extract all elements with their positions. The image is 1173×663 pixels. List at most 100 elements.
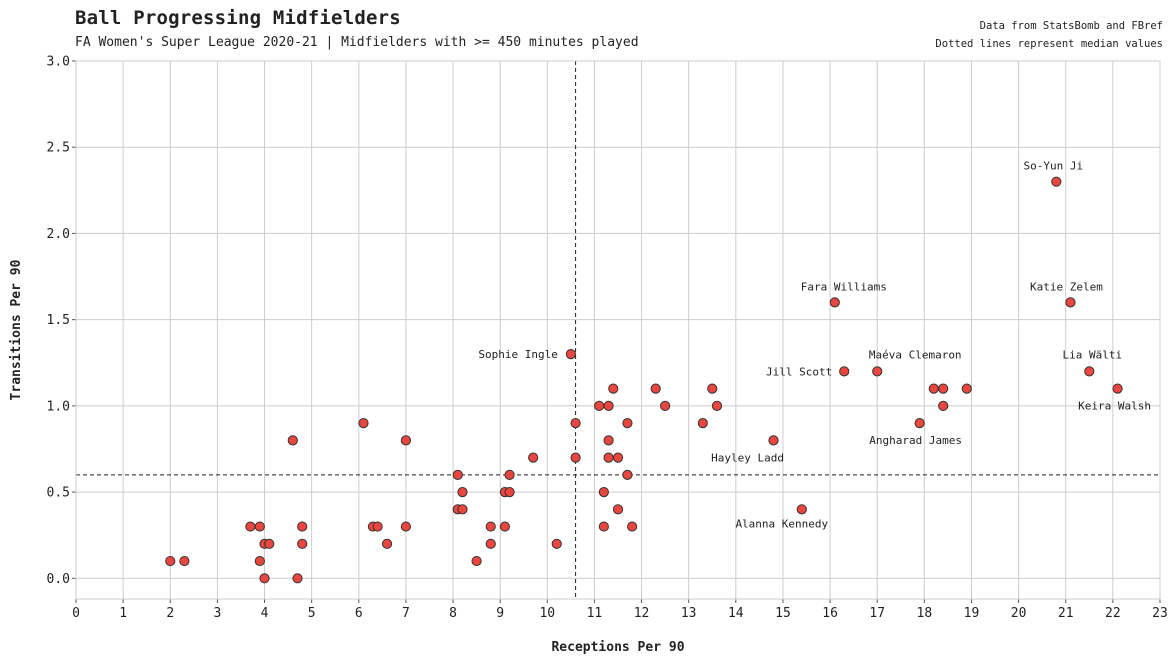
x-tick-label: 10 — [539, 606, 555, 621]
data-point — [697, 418, 708, 429]
x-tick-label: 2 — [166, 606, 174, 621]
data-point — [485, 521, 496, 532]
x-tick-label: 4 — [261, 606, 269, 621]
data-point — [485, 538, 496, 549]
data-point — [914, 418, 925, 429]
grid-lines — [75, 60, 1161, 599]
data-point — [400, 521, 412, 532]
point-label: Katie Zelem — [1030, 280, 1103, 293]
point-label: Alanna Kennedy — [735, 517, 828, 530]
y-tick-label: 3.0 — [47, 55, 70, 70]
x-tick-label: 6 — [355, 606, 363, 621]
point-label: Fara Williams — [801, 280, 887, 293]
data-point — [603, 452, 614, 463]
data-point — [551, 538, 562, 549]
data-point — [452, 469, 463, 480]
data-point — [650, 383, 661, 394]
data-point — [504, 486, 515, 498]
median-lines — [76, 61, 1160, 599]
x-tick-label: 22 — [1105, 606, 1121, 621]
point-label: Angharad James — [869, 434, 962, 447]
point-label: Sophie Ingle — [478, 348, 557, 361]
data-point — [622, 469, 633, 480]
source-note: Data from StatsBomb and FBref — [979, 20, 1163, 32]
x-tick-label: 13 — [681, 606, 697, 621]
x-tick-label: 20 — [1011, 606, 1027, 621]
data-point — [358, 418, 369, 429]
chart-subtitle: FA Women's Super League 2020-21 | Midfie… — [75, 35, 639, 50]
data-point — [768, 435, 779, 446]
x-tick-label: 7 — [402, 606, 410, 621]
x-tick-label: 15 — [775, 606, 791, 621]
data-point — [598, 521, 609, 532]
x-tick-label: 16 — [822, 606, 838, 621]
y-axis-label: Transitions Per 90 — [9, 259, 24, 400]
data-point — [570, 418, 581, 429]
data-point — [264, 538, 275, 549]
data-point — [499, 521, 510, 532]
data-point — [372, 521, 383, 532]
data-point — [259, 573, 270, 584]
data-point — [1051, 176, 1062, 187]
y-tick-label: 0.5 — [47, 486, 70, 501]
point-label: Jill Scott — [766, 365, 832, 378]
y-tick-label: 2.5 — [47, 141, 70, 156]
data-point — [608, 383, 619, 394]
x-tick-label: 3 — [213, 606, 221, 621]
y-tick-label: 2.0 — [47, 227, 70, 242]
data-point — [660, 400, 671, 411]
x-tick-label: 12 — [634, 606, 650, 621]
point-label: Maéva Clemaron — [869, 348, 962, 361]
data-point — [1065, 297, 1076, 308]
point-label: Keira Walsh — [1078, 400, 1151, 413]
data-point — [1084, 366, 1095, 377]
x-tick-label: 21 — [1058, 606, 1074, 621]
data-point — [928, 383, 939, 394]
data-point — [292, 573, 303, 584]
point-labels: Sophie Ingle Hayley Ladd Alanna Kennedy Far… — [478, 160, 1151, 531]
data-point — [829, 297, 840, 308]
data-point — [471, 555, 482, 567]
x-tick-label: 1 — [119, 606, 127, 621]
data-point — [179, 555, 190, 567]
data-point — [254, 555, 265, 567]
data-point — [570, 452, 581, 463]
data-point — [707, 383, 718, 394]
data-point — [938, 400, 949, 411]
plot-frame — [75, 60, 1161, 600]
data-point — [254, 521, 265, 532]
data-point — [612, 504, 624, 515]
chart-title: Ball Progressing Midfielders — [75, 7, 401, 29]
data-point — [627, 521, 638, 532]
point-label: So-Yun Ji — [1024, 160, 1084, 173]
data-point — [872, 366, 883, 377]
data-point — [504, 469, 515, 480]
data-point — [400, 435, 412, 446]
x-tick-label: 19 — [964, 606, 980, 621]
data-point — [594, 400, 605, 411]
y-tick-label: 1.5 — [47, 313, 70, 328]
data-point — [565, 349, 576, 360]
data-point — [528, 452, 539, 463]
data-point — [297, 521, 308, 532]
x-axis-ticks: 0 1 2 3 4 5 6 7 8 9 10 11 12 13 14 15 16 17 18 19 20 21 22 23 — [72, 599, 1168, 621]
y-tick-label: 1.0 — [47, 399, 70, 414]
data-point — [598, 486, 609, 498]
data-point — [938, 383, 949, 394]
data-point — [287, 435, 298, 446]
x-tick-label: 23 — [1152, 606, 1168, 621]
data-point — [457, 486, 468, 498]
y-axis-ticks: 0.0 0.5 1.0 1.5 2.0 2.5 3.0 — [47, 55, 76, 587]
x-tick-label: 14 — [728, 606, 744, 621]
data-point — [381, 538, 393, 549]
x-tick-label: 9 — [496, 606, 504, 621]
x-tick-label: 8 — [449, 606, 457, 621]
data-point — [1112, 383, 1123, 394]
data-point — [603, 435, 614, 446]
data-point — [297, 538, 308, 549]
x-tick-label: 0 — [72, 606, 80, 621]
data-point — [165, 555, 176, 567]
data-point — [612, 452, 624, 463]
data-point — [961, 383, 972, 394]
